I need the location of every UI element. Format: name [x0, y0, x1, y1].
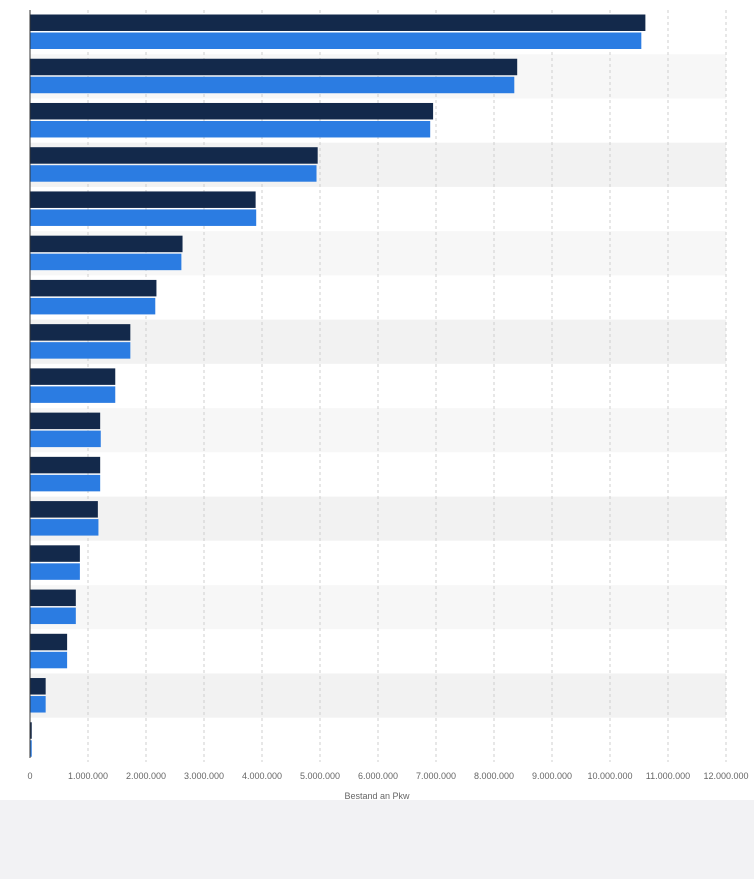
bar-series-1 [30, 235, 183, 253]
bar-series-1 [30, 412, 101, 430]
x-tick-labels: 0 1.000.000 2.000.000 3.000.000 4.000.000 5.0… [27, 771, 748, 781]
x-axis-title: Bestand an Pkw [344, 791, 410, 800]
bar-series-2 [30, 386, 116, 403]
bar-series-1 [30, 191, 256, 208]
bar-series-2 [30, 209, 257, 226]
bar-series-1 [30, 102, 434, 120]
bar-series-2 [30, 696, 46, 713]
bar-series-1 [30, 633, 68, 651]
bar-series-1 [30, 589, 76, 607]
chart-container: 0 1.000.000 2.000.000 3.000.000 4.000.000 5.0… [0, 0, 754, 800]
bar-series-1 [30, 501, 98, 518]
x-tick-label: 2.000.000 [126, 771, 166, 781]
x-tick-label: 4.000.000 [242, 771, 282, 781]
bar-series-2 [30, 651, 68, 669]
bar-series-1 [30, 147, 318, 164]
x-tick-label: 11.000.000 [646, 771, 690, 781]
x-tick-label: 6.000.000 [358, 771, 398, 781]
bar-series-1 [30, 279, 157, 297]
bar-series-2 [30, 607, 76, 625]
bar-series-2 [30, 165, 317, 182]
x-tick-label: 3.000.000 [184, 771, 224, 781]
bars [30, 14, 646, 757]
x-tick-label: 5.000.000 [300, 771, 340, 781]
bar-series-2 [30, 342, 131, 359]
x-tick-label: 9.000.000 [532, 771, 572, 781]
bar-series-1 [30, 14, 646, 31]
x-tick-label: 1.000.000 [68, 771, 108, 781]
x-tick-label: 12.000.000 [703, 771, 748, 781]
x-tick-label: 10.000.000 [587, 771, 632, 781]
bar-series-1 [30, 456, 101, 474]
x-tick-label: 7.000.000 [416, 771, 456, 781]
bar-series-2 [30, 76, 515, 94]
bar-series-2 [30, 253, 182, 271]
bar-series-2 [30, 120, 431, 138]
bar-series-2 [30, 474, 101, 492]
bar-series-2 [30, 563, 80, 580]
bar-series-1 [30, 368, 116, 385]
bar-series-1 [30, 58, 518, 76]
x-tick-label: 8.000.000 [474, 771, 514, 781]
bar-series-2 [30, 32, 642, 49]
bar-series-2 [30, 430, 101, 448]
bar-series-2 [30, 297, 156, 315]
bar-series-1 [30, 545, 80, 562]
bar-series-1 [30, 324, 131, 341]
bar-series-1 [30, 678, 46, 695]
x-tick-label: 0 [27, 771, 32, 781]
bar-series-1 [30, 722, 32, 739]
bar-series-2 [30, 519, 99, 536]
bar-series-2 [30, 740, 32, 757]
bar-chart: 0 1.000.000 2.000.000 3.000.000 4.000.000 5.0… [27, 10, 749, 800]
gridlines [87, 10, 727, 762]
